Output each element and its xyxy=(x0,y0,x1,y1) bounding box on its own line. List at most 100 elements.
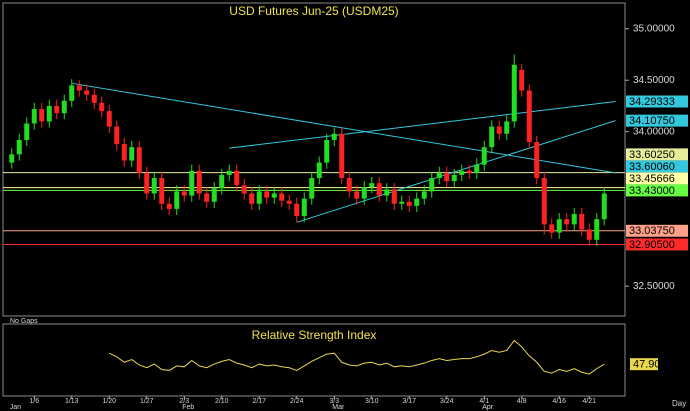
candle-body xyxy=(511,64,517,122)
candle-body xyxy=(354,191,360,199)
chart-title: USD Futures Jun-25 (USDM25) xyxy=(229,4,398,18)
candle-body xyxy=(504,121,510,134)
x-tick-label: 2/3 xyxy=(179,398,189,405)
candle-body xyxy=(211,188,217,202)
candle-body xyxy=(294,203,300,217)
price-label: 33.03750 xyxy=(629,225,675,237)
candle-body xyxy=(414,198,420,206)
candle-body xyxy=(129,147,135,161)
candle-body xyxy=(339,133,345,179)
candle-body xyxy=(271,193,277,198)
price-label: 33.60060 xyxy=(629,161,675,173)
trendline xyxy=(229,101,616,149)
x-tick-label: 3/10 xyxy=(365,398,379,405)
price-label-box xyxy=(626,224,688,237)
candle-body xyxy=(586,229,592,240)
x-tick-label: 2/10 xyxy=(215,398,229,405)
candle-body xyxy=(114,126,120,145)
candle-body xyxy=(541,178,547,225)
candle-body xyxy=(346,178,352,192)
x-tick-label: 4/8 xyxy=(517,398,527,405)
candle-body xyxy=(136,147,142,173)
price-label-box xyxy=(626,95,688,108)
rsi-label: 47.90 xyxy=(633,359,661,371)
price-label: 34.29333 xyxy=(629,96,675,108)
candle-body xyxy=(226,170,232,175)
candle-body xyxy=(556,219,562,233)
candle-body xyxy=(46,105,52,122)
candle-body xyxy=(459,170,465,175)
candle-body xyxy=(369,183,375,188)
candle-body xyxy=(324,139,330,163)
candle-body xyxy=(421,191,427,199)
rsi-panel xyxy=(2,323,626,397)
candle-body xyxy=(361,187,367,199)
candle-body xyxy=(564,219,570,225)
candle-body xyxy=(331,133,337,140)
candle-body xyxy=(384,189,390,196)
note: No Gaps xyxy=(10,318,38,325)
candle-body xyxy=(241,185,247,194)
candle-body xyxy=(301,198,307,217)
candle-body xyxy=(534,141,540,179)
month-label: Mar xyxy=(332,404,345,411)
x-tick-label: 2/24 xyxy=(290,398,304,405)
candle-body xyxy=(159,178,165,204)
price-label: 33.60250 xyxy=(629,149,675,161)
candle-body xyxy=(519,69,525,91)
rsi-line xyxy=(109,339,605,375)
candle-body xyxy=(444,172,450,182)
candle-body xyxy=(526,90,532,142)
candle-body xyxy=(436,172,442,179)
price-label: 33.43000 xyxy=(629,185,675,197)
price-label: 33.45666 xyxy=(629,173,675,185)
period: Day xyxy=(672,399,686,408)
candle-body xyxy=(466,170,472,173)
x-tick-label: 3/17 xyxy=(402,398,416,405)
candle-body xyxy=(406,201,412,206)
price-label-box xyxy=(626,114,688,127)
candle-body xyxy=(429,178,435,192)
month-label: Jan xyxy=(10,404,21,411)
candle-body xyxy=(481,147,487,165)
candle-body xyxy=(24,123,30,140)
trendline xyxy=(71,82,616,174)
price-label: 34.10750 xyxy=(629,115,675,127)
candle-body xyxy=(144,172,150,194)
rsi-label-box xyxy=(630,358,658,371)
candle-body xyxy=(196,170,202,194)
trendline xyxy=(296,120,616,223)
candle-body xyxy=(601,193,607,220)
candle-body xyxy=(16,139,22,155)
candle-body xyxy=(181,191,187,196)
x-tick-label: 4/16 xyxy=(552,398,566,405)
candle-body xyxy=(219,174,225,189)
candle-body xyxy=(489,126,495,148)
candle-body xyxy=(256,191,262,204)
candle-body xyxy=(391,189,397,204)
candle-body xyxy=(316,162,322,179)
candle-body xyxy=(106,111,112,127)
candle-body xyxy=(496,126,502,134)
price-label-box xyxy=(626,184,688,197)
candle-body xyxy=(174,191,180,209)
x-tick-label: 4/21 xyxy=(582,398,596,405)
x-tick-label: 2/17 xyxy=(252,398,266,405)
candle-body xyxy=(76,85,82,91)
candle-body xyxy=(571,214,577,225)
candle-body xyxy=(399,201,405,204)
price-label-box xyxy=(626,172,688,185)
y-tick-label: 35.00000 xyxy=(633,23,675,34)
candle-body xyxy=(54,105,60,114)
candle-body xyxy=(309,178,315,199)
candle-body xyxy=(189,170,195,196)
candle-body xyxy=(9,154,15,163)
rsi-title: Relative Strength Index xyxy=(252,328,377,342)
price-label: 32.90500 xyxy=(629,239,675,251)
price-label-box xyxy=(626,148,688,161)
candle-body xyxy=(376,183,382,196)
candle-body xyxy=(151,178,157,194)
candle-body xyxy=(166,203,172,209)
y-tick-label: 34.50000 xyxy=(633,75,675,86)
candle-body xyxy=(549,224,555,233)
